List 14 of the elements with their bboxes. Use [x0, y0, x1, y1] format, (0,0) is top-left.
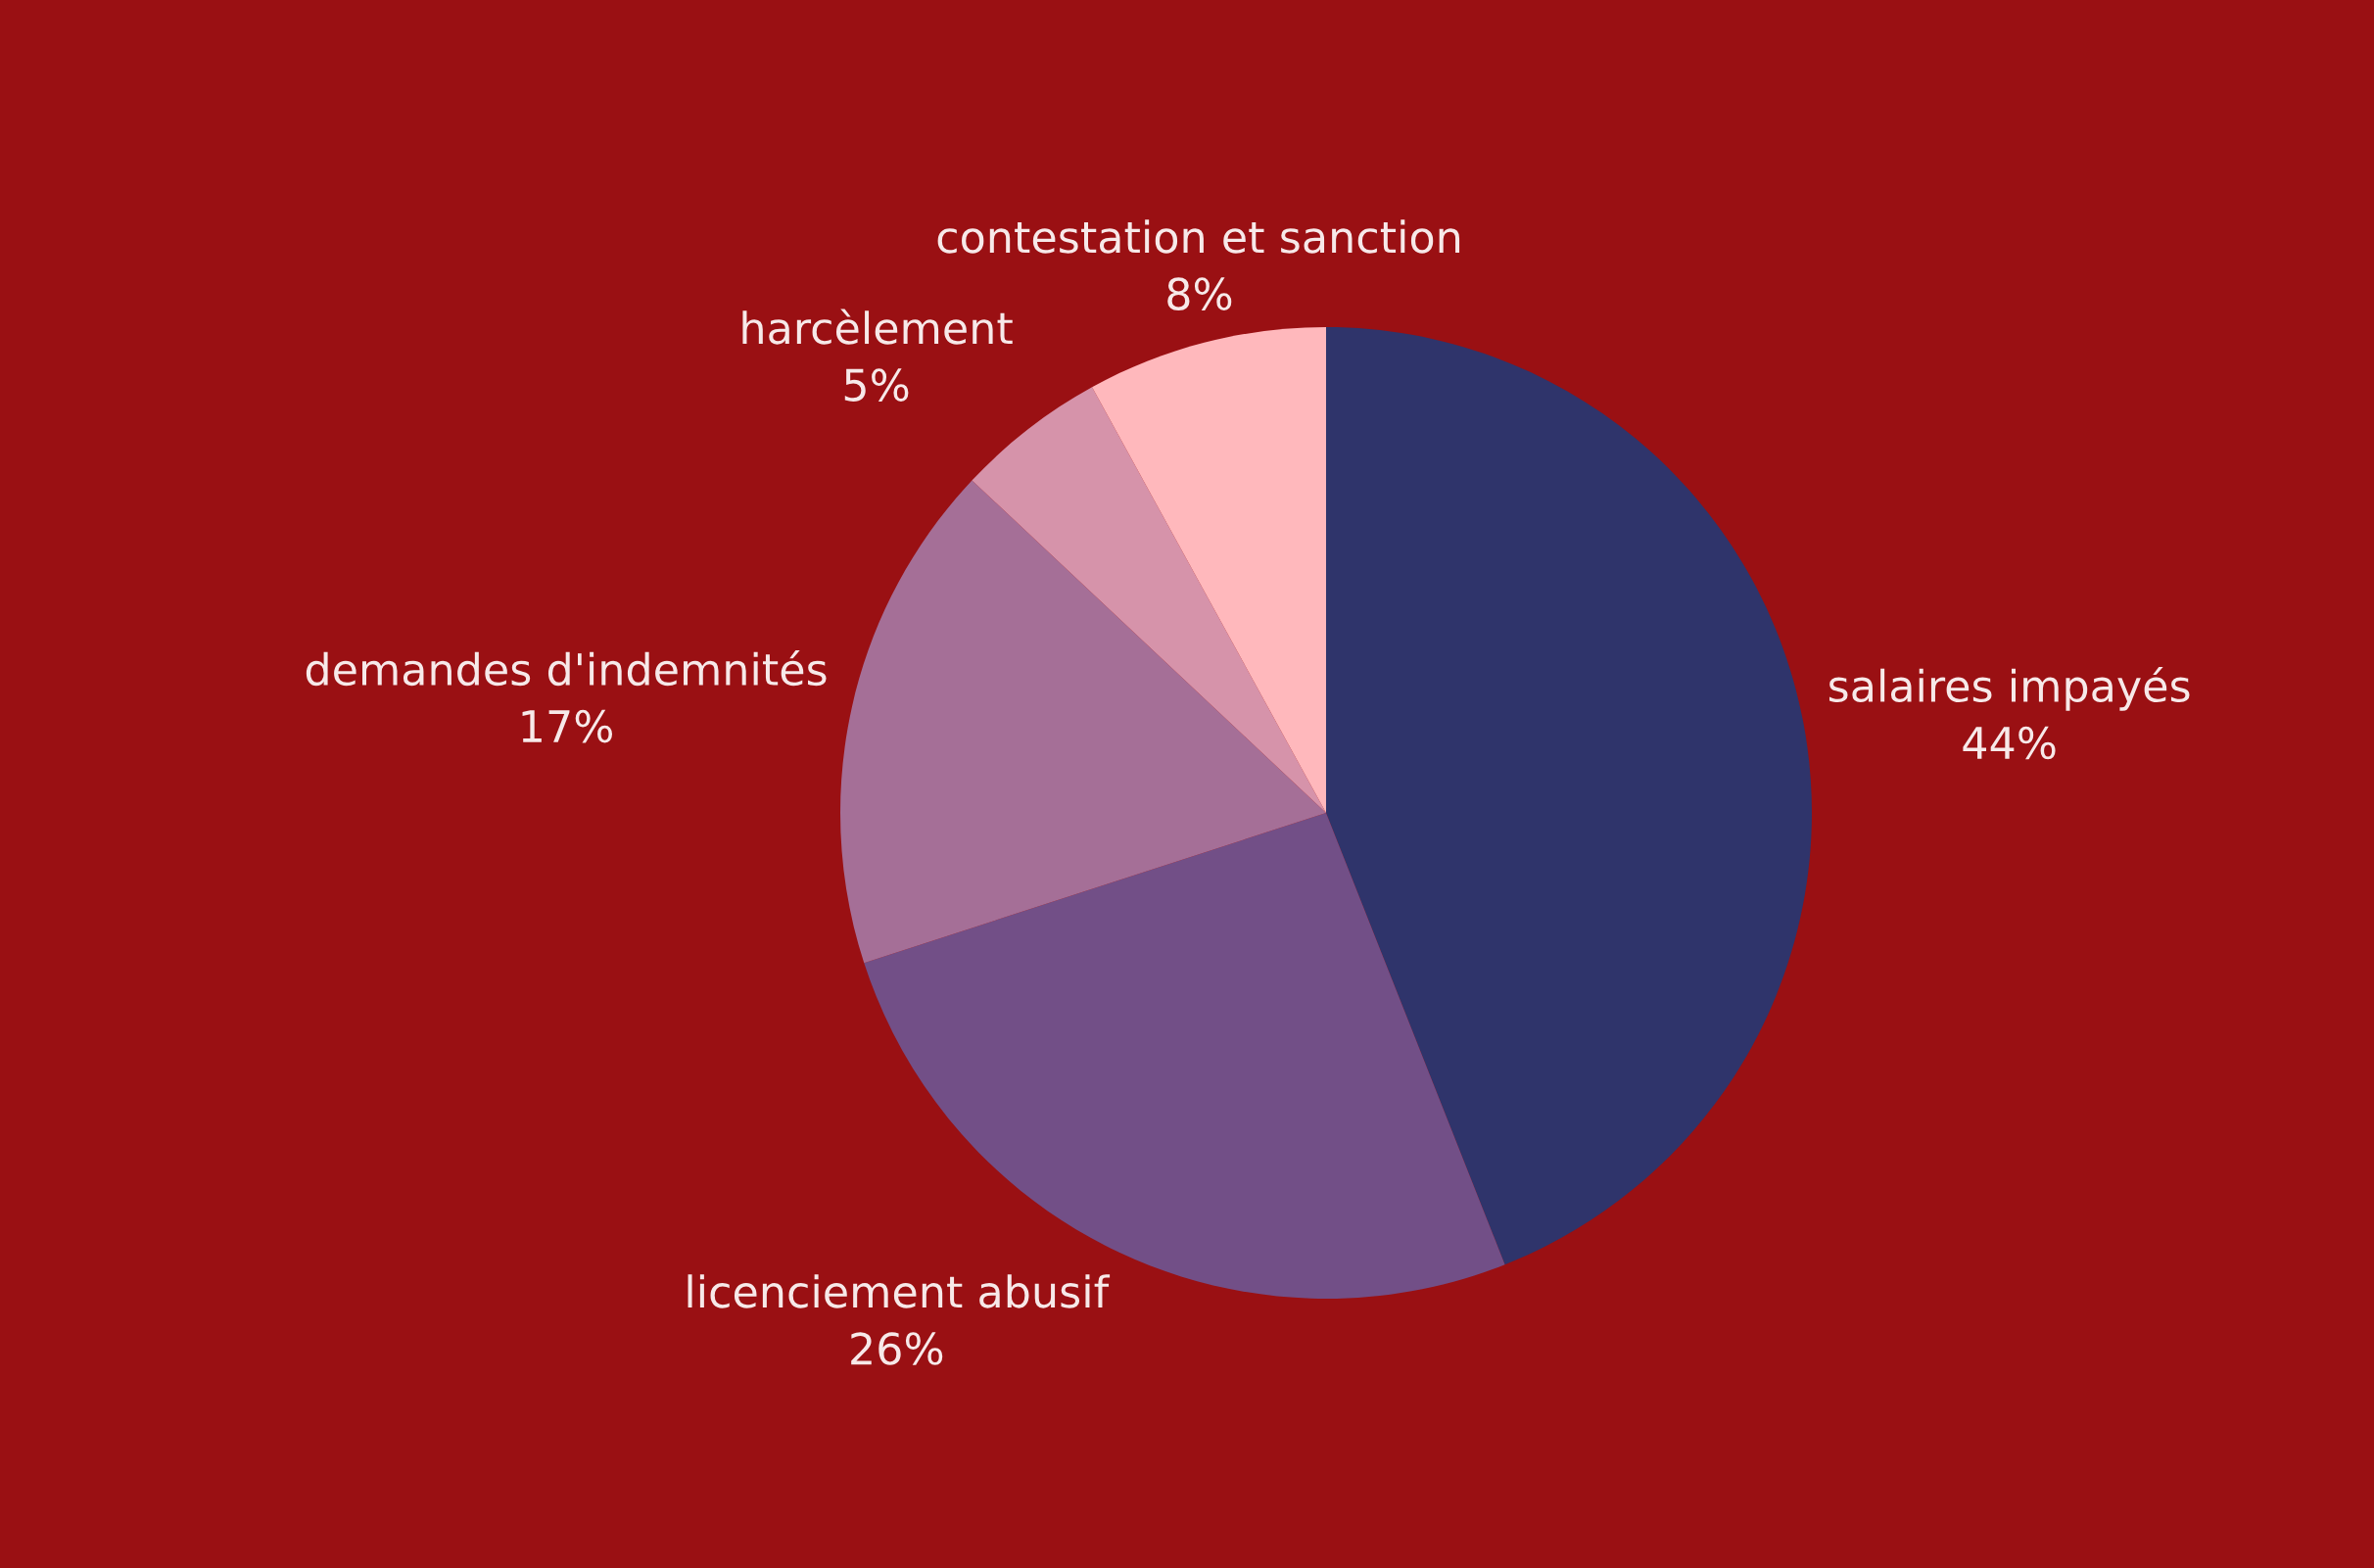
pie-slice	[972, 387, 1326, 813]
data-label: 8%	[1167, 277, 1232, 310]
data-label: 26%	[851, 1332, 943, 1365]
slice-label: contestation et sanction	[937, 219, 1460, 254]
pie-slice	[840, 480, 1326, 964]
slice-label: demandes d'indemnités	[306, 650, 827, 687]
slice-label: salaires impayés	[1828, 666, 2190, 711]
data-label: 5%	[844, 368, 909, 402]
data-label: 17%	[522, 709, 613, 743]
pie-slice	[1326, 327, 1812, 1265]
slice-label: harcèlement	[742, 309, 1013, 345]
pie-slice	[1092, 327, 1326, 813]
data-label: 44%	[1963, 726, 2056, 760]
slice-label: licenciement abusif	[688, 1274, 1111, 1308]
